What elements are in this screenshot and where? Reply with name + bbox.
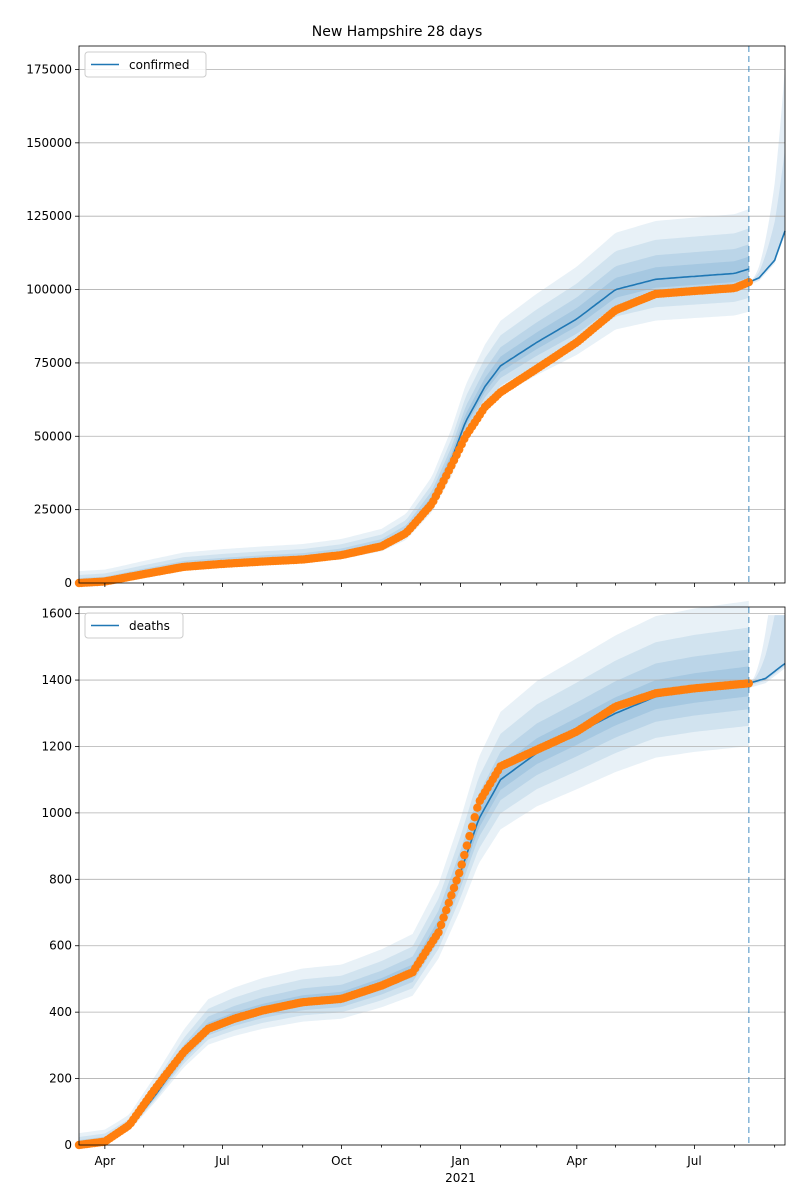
observed-point — [473, 803, 482, 812]
y-tick-label: 175000 — [26, 62, 72, 76]
y-tick-label: 100000 — [26, 283, 72, 297]
y-tick-label: 125000 — [26, 209, 72, 223]
y-tick-label: 600 — [49, 939, 72, 953]
y-tick-label: 0 — [64, 1138, 72, 1152]
forecast-band-1 — [748, 615, 785, 686]
confirmed-panel: 0 25000 50000 75000 100000 125000 150000 175000… — [26, 45, 786, 590]
y-tick-label: 1400 — [41, 673, 72, 687]
y-tick-label: 150000 — [26, 136, 72, 150]
forecast-line — [748, 662, 786, 685]
observed-point — [444, 898, 453, 907]
x-year-label: 2021 — [445, 1171, 476, 1185]
x-tick-label: Oct — [331, 1154, 352, 1168]
plot-frame — [78, 606, 786, 1146]
legend-box — [84, 612, 184, 639]
fit-band-0 — [79, 209, 749, 584]
observed-point — [467, 822, 477, 831]
y-tick-label: 200 — [49, 1072, 72, 1086]
plot-area — [79, 607, 785, 1145]
y-tick-label: 1000 — [41, 806, 72, 820]
y-tick-label: 1200 — [41, 739, 72, 753]
x-tick-label: Apr — [566, 1154, 587, 1168]
y-tick-label: 0 — [64, 576, 72, 590]
plot-area — [79, 46, 785, 583]
observed-point — [447, 891, 456, 900]
observed-point — [470, 813, 479, 822]
observed-point — [439, 913, 448, 922]
legend: deaths — [84, 612, 184, 639]
legend-label: confirmed — [129, 58, 190, 72]
forecast-line — [748, 230, 786, 283]
observed-point — [744, 278, 753, 287]
deaths-panel: 0 200 400 600 800 1000 1200 1400 1600 Apr Jul Oct Ja… — [41, 600, 786, 1185]
observed-point — [462, 841, 472, 850]
observed-point — [449, 883, 459, 893]
plot-frame — [78, 45, 786, 584]
observed-point — [442, 906, 451, 915]
observed-point — [436, 920, 446, 930]
forecast-band-0 — [748, 66, 785, 286]
x-tick-label: Jul — [686, 1154, 701, 1168]
y-tick-label: 75000 — [34, 356, 72, 370]
observed-point — [434, 928, 443, 937]
legend-label: deaths — [129, 619, 170, 633]
observed-point — [457, 860, 466, 869]
y-tick-label: 800 — [49, 872, 72, 886]
forecast-band-1 — [748, 148, 785, 284]
x-tick-label: Jan — [450, 1154, 470, 1168]
y-tick-label: 1600 — [41, 607, 72, 621]
y-tick-label: 25000 — [34, 503, 72, 517]
y-tick-label: 400 — [49, 1005, 72, 1019]
chart-title: New Hampshire 28 days — [312, 24, 483, 40]
fit-band-2 — [79, 244, 749, 583]
observed-point — [744, 679, 753, 688]
y-tick-label: 50000 — [34, 429, 72, 443]
legend-box — [84, 51, 207, 78]
legend: confirmed — [84, 51, 207, 78]
fit-band-0 — [79, 600, 749, 1145]
observed-point — [465, 831, 474, 841]
x-tick-label: Jul — [214, 1154, 229, 1168]
fit-band-1 — [79, 228, 749, 583]
observed-point — [455, 868, 464, 878]
fit-band-2 — [79, 649, 749, 1145]
observed-point — [460, 850, 469, 860]
x-tick-label: Apr — [94, 1154, 115, 1168]
observed-point — [452, 876, 461, 885]
